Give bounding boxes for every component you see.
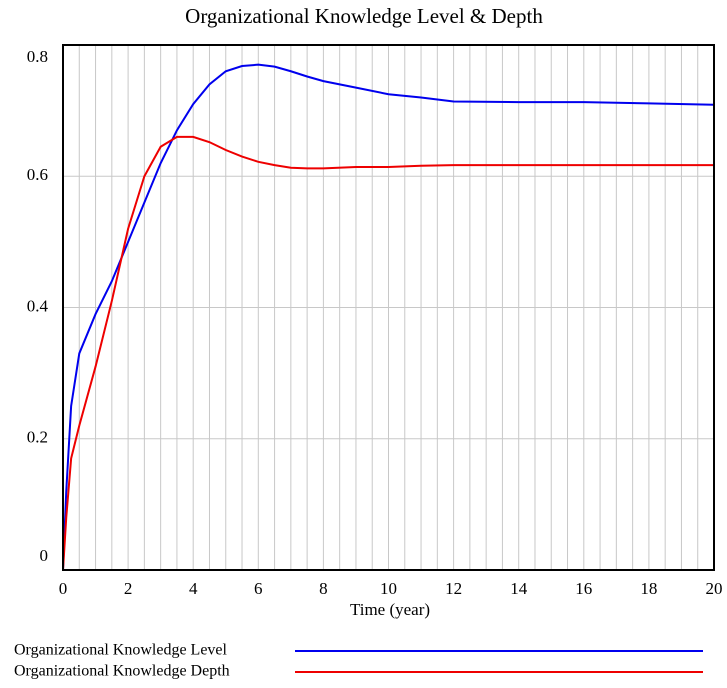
y-tick-label: 0.8 (27, 47, 48, 66)
x-tick-label: 14 (510, 579, 528, 598)
x-tick-label: 4 (189, 579, 198, 598)
x-tick-label: 0 (59, 579, 68, 598)
x-tick-label: 8 (319, 579, 328, 598)
legend-label: Organizational Knowledge Depth (14, 663, 230, 680)
y-tick-label: 0.6 (27, 165, 48, 184)
legend-label: Organizational Knowledge Level (14, 642, 228, 659)
x-axis-label: Time (year) (350, 600, 430, 619)
data-line (62, 135, 714, 571)
x-tick-label: 20 (706, 579, 723, 598)
x-tick-label: 6 (254, 579, 263, 598)
data-line (62, 63, 715, 571)
x-tick-label: 18 (640, 579, 657, 598)
x-tick-label: 16 (575, 579, 592, 598)
x-tick-label: 10 (380, 579, 397, 598)
y-tick-label: 0.4 (27, 296, 49, 315)
y-tick-label: 0 (40, 546, 49, 565)
x-tick-label: 12 (445, 579, 462, 598)
x-tick-label: 2 (124, 579, 133, 598)
chart-title: Organizational Knowledge Level & Depth (185, 4, 543, 28)
y-tick-label: 0.2 (27, 428, 48, 447)
plot-frame (62, 44, 715, 571)
